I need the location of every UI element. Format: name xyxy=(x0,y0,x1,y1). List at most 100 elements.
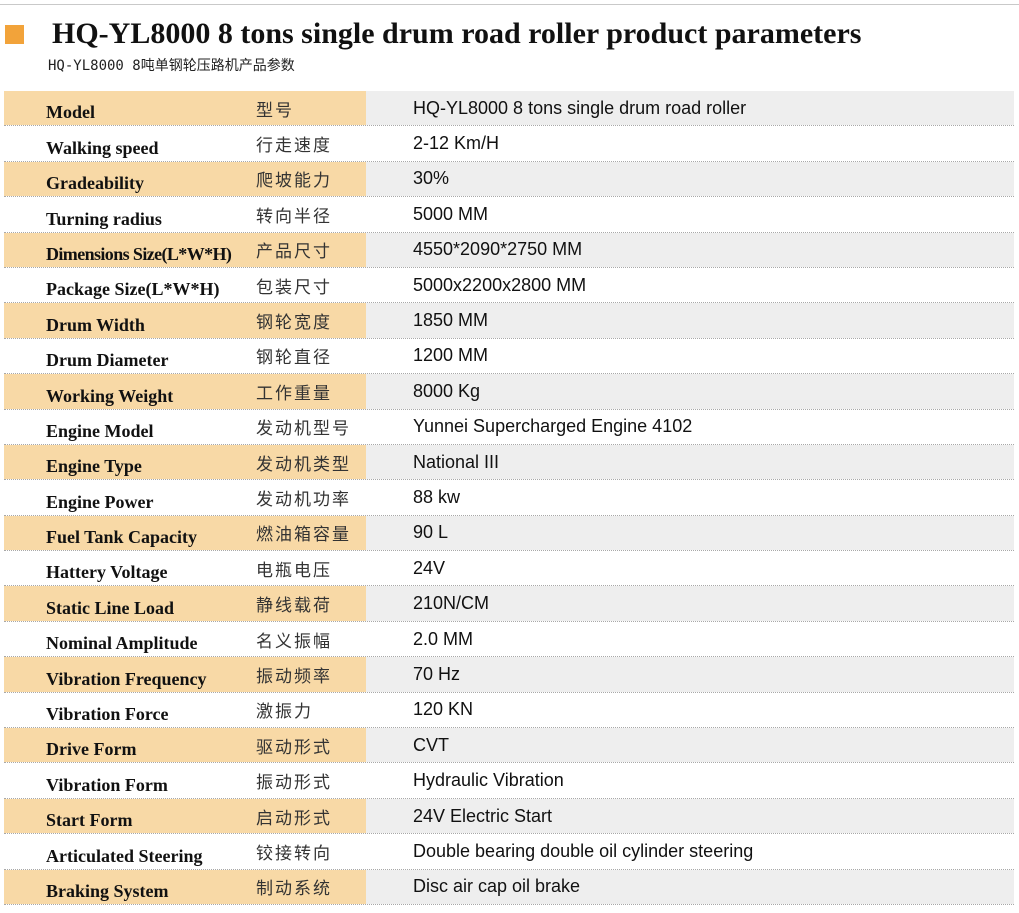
label-cell xyxy=(4,338,366,374)
spec-row-dimensions-size: Dimensions Size(L*W*H) 产品尺寸 4550*2090*27… xyxy=(4,232,1014,268)
spec-row-static-line-load: Static Line Load 静线载荷 210N/CM xyxy=(4,586,1014,622)
label-cell xyxy=(4,444,366,480)
param-name-cn: 制动系统 xyxy=(256,879,332,900)
spec-row-drum-diameter: Drum Diameter 钢轮直径 1200 MM xyxy=(4,338,1014,375)
param-name-en: Drum Diameter xyxy=(46,350,169,371)
value-cell xyxy=(366,515,1014,551)
param-value: 88 kw xyxy=(413,486,461,507)
param-value: 2.0 MM xyxy=(413,628,474,649)
spec-row-start-form: Start Form 启动形式 24V Electric Start xyxy=(4,798,1014,835)
param-name-cn: 发动机功率 xyxy=(256,489,351,510)
label-cell xyxy=(4,657,366,692)
label-cell xyxy=(4,232,366,267)
value-cell xyxy=(366,374,1014,409)
label-cell xyxy=(4,303,366,338)
value-cell xyxy=(366,657,1014,692)
accent-square-icon xyxy=(5,25,24,44)
param-name-cn: 名义振幅 xyxy=(256,631,332,652)
label-cell xyxy=(4,161,366,197)
label-cell xyxy=(4,869,366,904)
value-cell xyxy=(366,126,1014,161)
top-divider xyxy=(0,4,1019,5)
value-cell xyxy=(366,798,1014,834)
value-cell xyxy=(366,303,1014,338)
param-name-en: Working Weight xyxy=(46,385,174,406)
param-name-en: Gradeability xyxy=(46,173,144,194)
param-name-en: Model xyxy=(46,102,95,123)
param-value: National III xyxy=(413,451,500,472)
spec-row-fuel-tank-capacity: Fuel Tank Capacity 燃油箱容量 90 L xyxy=(4,515,1014,552)
spec-table: Model 型号 HQ-YL8000 8 tons single drum ro… xyxy=(4,91,1014,905)
param-value: 24V Electric Start xyxy=(413,805,553,826)
spec-row-turning-radius: Turning radius 转向半径 5000 MM xyxy=(4,197,1014,233)
spec-row-articulated-steering: Articulated Steering 铰接转向 Double bearing… xyxy=(4,834,1014,870)
label-cell xyxy=(4,480,366,515)
label-cell xyxy=(4,126,366,161)
spec-row-working-weight: Working Weight 工作重量 8000 Kg xyxy=(4,374,1014,410)
value-cell xyxy=(366,409,1014,444)
label-cell xyxy=(4,834,366,869)
spec-row-vibration-frequency: Vibration Frequency 振动频率 70 Hz xyxy=(4,657,1014,693)
param-name-cn: 转向半径 xyxy=(256,206,332,227)
label-cell xyxy=(4,621,366,657)
param-name-cn: 驱动形式 xyxy=(256,737,332,758)
spec-row-battery-voltage: Hattery Voltage 电瓶电压 24V xyxy=(4,551,1014,587)
label-cell xyxy=(4,798,366,834)
param-name-cn: 型号 xyxy=(256,100,294,121)
param-value: 5000 MM xyxy=(413,203,489,224)
param-name-cn: 静线载荷 xyxy=(256,596,332,617)
spec-row-engine-power: Engine Power 发动机功率 88 kw xyxy=(4,480,1014,516)
value-cell xyxy=(366,267,1014,303)
value-cell xyxy=(366,197,1014,232)
spec-row-drum-width: Drum Width 钢轮宽度 1850 MM xyxy=(4,303,1014,339)
param-name-cn: 振动形式 xyxy=(256,773,332,794)
param-value: 1200 MM xyxy=(413,345,489,366)
param-name-cn: 爬坡能力 xyxy=(256,171,332,192)
param-name-en: Drive Form xyxy=(46,739,137,760)
label-cell xyxy=(4,374,366,409)
param-name-en: Nominal Amplitude xyxy=(46,633,198,654)
param-name-en: Engine Model xyxy=(46,420,154,441)
param-name-en: Articulated Steering xyxy=(46,845,203,866)
param-name-cn: 燃油箱容量 xyxy=(256,525,351,546)
param-name-en: Start Form xyxy=(46,810,133,831)
param-value: Yunnei Supercharged Engine 4102 xyxy=(413,416,693,437)
param-name-cn: 发动机型号 xyxy=(256,419,351,440)
spec-row-braking-system: Braking System 制动系统 Disc air cap oil bra… xyxy=(4,869,1014,905)
param-value: HQ-YL8000 8 tons single drum road roller xyxy=(413,97,747,118)
value-cell xyxy=(366,692,1014,728)
label-cell xyxy=(4,586,366,621)
param-name-cn: 产品尺寸 xyxy=(256,242,332,263)
param-name-en: Fuel Tank Capacity xyxy=(46,527,198,548)
spec-row-vibration-form: Vibration Form 振动形式 Hydraulic Vibration xyxy=(4,763,1014,799)
param-name-en: Walking speed xyxy=(46,137,159,158)
param-name-en: Vibration Form xyxy=(46,774,168,795)
param-value: 30% xyxy=(413,168,450,189)
param-name-en: Engine Type xyxy=(46,456,142,477)
label-cell xyxy=(4,267,366,303)
param-value: 2-12 Km/H xyxy=(413,133,500,154)
page-title: HQ-YL8000 8 tons single drum road roller… xyxy=(52,17,862,50)
value-cell xyxy=(366,444,1014,480)
param-name-en: Turning radius xyxy=(46,208,162,229)
value-cell xyxy=(366,338,1014,374)
param-value: 24V xyxy=(413,557,446,578)
spec-row-drive-form: Drive Form 驱动形式 CVT xyxy=(4,728,1014,764)
param-value: 5000x2200x2800 MM xyxy=(413,274,587,295)
value-cell xyxy=(366,586,1014,621)
spec-row-engine-model: Engine Model 发动机型号 Yunnei Supercharged E… xyxy=(4,409,1014,445)
param-name-en: Drum Width xyxy=(46,314,145,335)
label-cell xyxy=(4,515,366,551)
param-name-cn: 发动机类型 xyxy=(256,454,351,475)
param-value: 1850 MM xyxy=(413,310,489,331)
spec-row-walking-speed: Walking speed 行走速度 2-12 Km/H xyxy=(4,126,1014,162)
param-name-cn: 钢轮直径 xyxy=(256,348,332,369)
param-name-en: Braking System xyxy=(46,880,169,901)
value-cell xyxy=(366,621,1014,657)
param-name-cn: 铰接转向 xyxy=(256,843,332,864)
param-name-cn: 电瓶电压 xyxy=(256,560,332,581)
value-cell xyxy=(366,232,1014,267)
value-cell xyxy=(366,161,1014,197)
value-cell xyxy=(366,869,1014,904)
param-value: Hydraulic Vibration xyxy=(413,770,564,791)
